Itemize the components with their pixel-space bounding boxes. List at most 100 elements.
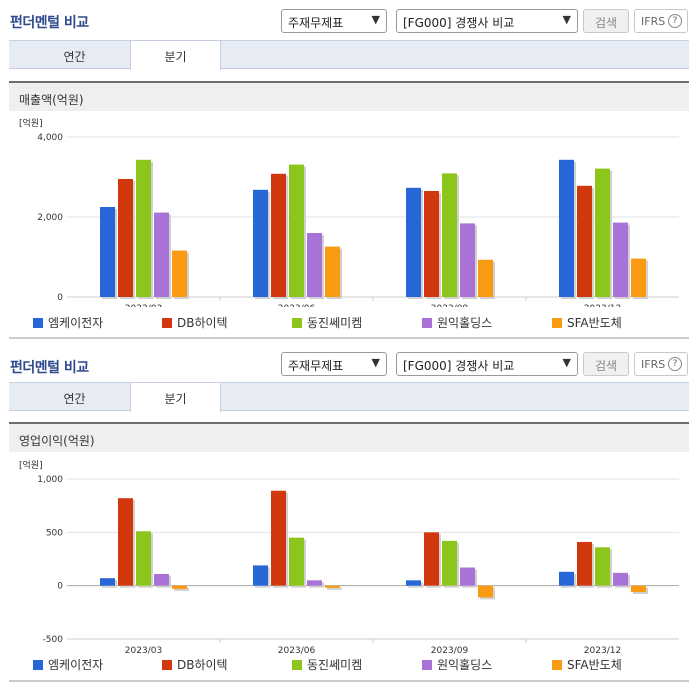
legend-item[interactable]: SFA반도체 [552, 656, 622, 673]
section-divider [9, 337, 689, 339]
tab-quarterly[interactable]: 분기 [130, 383, 221, 412]
bar [631, 258, 646, 297]
legend-item[interactable]: 동진쎄미켐 [292, 656, 362, 673]
section-title: 펀더멘털 비교 [10, 15, 89, 31]
legend-item[interactable]: SFA반도체 [552, 314, 622, 331]
bar [577, 541, 592, 586]
y-tick-label: 0 [57, 293, 63, 303]
legend-swatch [422, 318, 432, 328]
chart-legend: 엠케이전자 DB하이텍 동진쎄미켐 원익홀딩스 SFA반도체 [9, 656, 689, 676]
bar [460, 567, 475, 586]
revenue-chart-svg: [억원] 4,000 2,000 0 2023/03 2023/06 2023/09 2023… [19, 117, 679, 314]
legend-label: 엠케이전자 [48, 658, 104, 672]
bar [307, 580, 322, 586]
section-header: 펀더멘털 비교 주재무제표 ▼ [FG000] 경쟁사 비교 ▼ 검색 IFRS… [0, 0, 696, 38]
bar-shadow [174, 587, 189, 591]
operating-profit-chart-svg: [억원] 1,000 500 0 -500 2023/03 2023/06 2023/09 20… [19, 459, 679, 656]
legend-label: DB하이텍 [177, 658, 228, 672]
bar [559, 571, 574, 586]
legend-item[interactable]: 엠케이전자 [33, 314, 103, 331]
tab-annual[interactable]: 연간 [63, 50, 86, 64]
compare-group-select[interactable]: [FG000] 경쟁사 비교 ▼ [396, 352, 578, 376]
legend-label: 엠케이전자 [48, 316, 104, 330]
x-tick-label: 2023/06 [278, 646, 316, 654]
legend-swatch [292, 660, 302, 670]
unit-label: [억원] [19, 117, 43, 129]
help-icon: ? [668, 14, 682, 28]
operating-profit-chart: [억원] 1,000 500 0 -500 2023/03 2023/06 2023/09 20… [9, 454, 689, 656]
bar [154, 212, 169, 297]
compare-group-select[interactable]: [FG000] 경쟁사 비교 ▼ [396, 9, 578, 33]
bar [478, 259, 493, 297]
bar [442, 173, 457, 297]
legend-label: DB하이텍 [177, 316, 228, 330]
y-tick-label: 4,000 [37, 133, 63, 143]
revenue-chart: [억원] 4,000 2,000 0 2023/03 2023/06 2023/09 2023… [9, 112, 689, 314]
x-tick-label: 2023/03 [125, 646, 162, 654]
statement-type-select[interactable]: 주재무제표 ▼ [281, 9, 387, 33]
bar [271, 490, 286, 586]
chevron-down-icon: ▼ [371, 356, 380, 369]
chevron-down-icon: ▼ [562, 356, 571, 369]
section-title: 펀더멘털 비교 [10, 360, 89, 376]
bar [118, 498, 133, 586]
section-divider [9, 680, 689, 682]
legend-item[interactable]: 원익홀딩스 [422, 314, 492, 331]
metric-title-bar: 매출액(억원) [9, 81, 689, 111]
legend-item[interactable]: 동진쎄미켐 [292, 314, 362, 331]
statement-type-value: 주재무제표 [288, 359, 344, 373]
ifrs-button[interactable]: IFRS ? [634, 9, 688, 33]
legend-swatch [552, 318, 562, 328]
bar [613, 222, 628, 297]
bar [406, 580, 421, 586]
bar [460, 223, 475, 297]
bar [442, 540, 457, 586]
bar [595, 168, 610, 297]
chevron-down-icon: ▼ [562, 13, 571, 26]
bar [325, 246, 340, 297]
y-tick-label: 500 [46, 528, 63, 538]
legend-swatch [552, 660, 562, 670]
compare-group-value: [FG000] 경쟁사 비교 [403, 359, 515, 373]
unit-label: [억원] [19, 459, 43, 471]
bar [406, 187, 421, 297]
legend-swatch [33, 318, 43, 328]
legend-swatch [162, 318, 172, 328]
legend-swatch [162, 660, 172, 670]
tab-quarterly[interactable]: 분기 [130, 41, 221, 70]
section-header: 펀더멘털 비교 주재무제표 ▼ [FG000] 경쟁사 비교 ▼ 검색 IFRS… [0, 343, 696, 381]
bar [253, 565, 268, 586]
x-tick-label: 2023/12 [584, 646, 621, 654]
legend-swatch [292, 318, 302, 328]
x-tick-label: 2023/06 [278, 304, 316, 307]
legend-item[interactable]: 원익홀딩스 [422, 656, 492, 673]
bar [172, 250, 187, 297]
bar [289, 537, 304, 586]
bar [478, 585, 493, 598]
help-icon: ? [668, 357, 682, 371]
search-button[interactable]: 검색 [583, 352, 629, 376]
statement-type-value: 주재무제표 [288, 16, 344, 30]
bar [271, 173, 286, 297]
metric-title-bar: 영업이익(억원) [9, 422, 689, 452]
legend-item[interactable]: 엠케이전자 [33, 656, 103, 673]
search-button[interactable]: 검색 [583, 9, 629, 33]
statement-type-select[interactable]: 주재무제표 ▼ [281, 352, 387, 376]
period-tabs: 연간 분기 [9, 382, 689, 412]
tab-annual[interactable]: 연간 [63, 392, 86, 406]
bar [325, 585, 340, 588]
period-tabs: 연간 분기 [9, 40, 689, 70]
legend-item[interactable]: DB하이텍 [162, 656, 228, 673]
legend-item[interactable]: DB하이텍 [162, 314, 228, 331]
y-tick-label: 2,000 [37, 213, 63, 223]
bar [136, 531, 151, 586]
bar [577, 185, 592, 297]
bar [100, 207, 115, 297]
chevron-down-icon: ▼ [371, 13, 380, 26]
ifrs-button[interactable]: IFRS ? [634, 352, 688, 376]
bar [307, 233, 322, 297]
bar [289, 164, 304, 297]
ifrs-label: IFRS [641, 358, 666, 371]
bar [559, 159, 574, 297]
bar [424, 532, 439, 586]
